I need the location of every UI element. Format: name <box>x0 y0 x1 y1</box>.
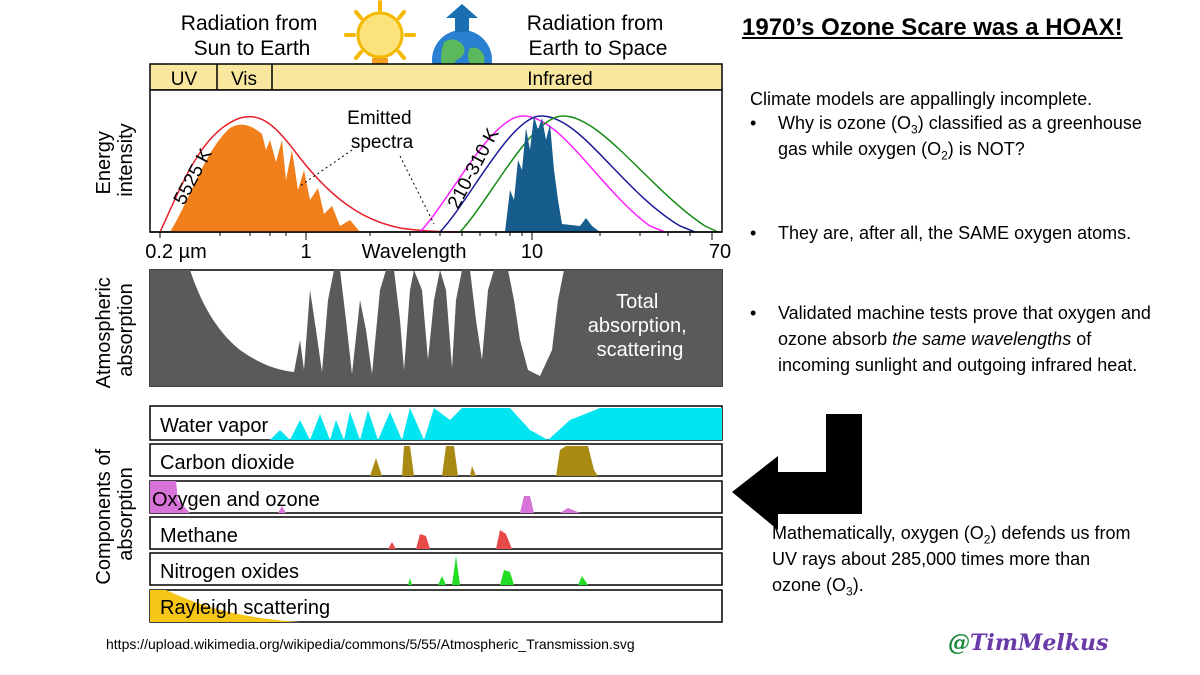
bullet-text: Why is ozone (O3) classified as a greenh… <box>778 113 1142 163</box>
band-infrared-label: Infrared <box>527 69 592 90</box>
atmospheric-absorption-panel: Total absorption, scattering Atmospheric… <box>93 269 723 389</box>
emitted-spectra-label: Emitted spectra <box>347 108 417 153</box>
tick-label-2: Wavelength <box>362 241 467 263</box>
component-label-1: Carbon dioxide <box>160 452 295 474</box>
black-elbow-arrow-icon <box>732 414 862 530</box>
total-absorption-label: Total absorption, scattering <box>588 291 693 361</box>
author-handle: @TimMelkus <box>948 630 1109 656</box>
earth-curve-navy <box>439 115 696 233</box>
header-left-line2: Sun to Earth <box>194 37 311 60</box>
wavelength-axis: 0.2 µm 1 Wavelength 10 70 <box>145 231 731 263</box>
components-axis-line1: Components of <box>93 449 115 585</box>
source-url: https://upload.wikimedia.org/wikipedia/c… <box>106 636 635 652</box>
bullet-text: Validated machine tests prove that oxyge… <box>778 303 1151 375</box>
tick-label-3: 10 <box>521 241 543 263</box>
sun-emitted-spectrum <box>170 124 360 232</box>
sun-icon <box>344 0 416 60</box>
component-methane: Methane <box>149 516 723 550</box>
component-label-2: Oxygen and ozone <box>152 489 320 511</box>
up-arrow-icon <box>446 4 478 32</box>
math-note: Mathematically, oxygen (O2) defends us f… <box>772 523 1131 599</box>
earth-curve-magenta <box>419 115 666 233</box>
band-uv-label: UV <box>171 69 198 90</box>
tick-label-0: 0.2 µm <box>145 241 207 263</box>
component-nitrogen-oxides: Nitrogen oxides <box>149 552 723 586</box>
component-label-4: Nitrogen oxides <box>160 561 299 583</box>
absorption-axis-label: Atmospheric absorption <box>93 272 137 389</box>
header-earth-to-space: Radiation from Earth to Space <box>527 12 669 60</box>
headline: 1970’s Ozone Scare was a HOAX! <box>742 14 1123 41</box>
component-oxygen-ozone: Oxygen and ozone <box>149 480 723 514</box>
header-right-line1: Radiation from <box>527 12 664 35</box>
absorption-axis-line2: absorption <box>115 283 137 376</box>
component-water-vapor: Water vapor <box>149 405 723 441</box>
header-sun-to-earth: Radiation from Sun to Earth <box>181 12 323 60</box>
energy-axis-label: Energy intensity <box>93 123 137 196</box>
component-rayleigh-scattering: Rayleigh scattering <box>149 589 723 623</box>
tick-label-4: 70 <box>709 241 731 263</box>
energy-axis-line2: intensity <box>115 123 137 196</box>
header-right-line2: Earth to Space <box>529 37 668 60</box>
earth-curve-green <box>459 115 719 233</box>
emitted-line2: spectra <box>351 132 414 153</box>
component-label-3: Methane <box>160 525 238 547</box>
band-vis-label: Vis <box>231 69 257 90</box>
absorption-axis-line1: Atmospheric <box>93 277 115 388</box>
intro-text: Climate models are appallingly incomplet… <box>750 89 1093 109</box>
components-axis-label: Components of absorption <box>93 443 137 584</box>
bullet-text: They are, after all, the SAME oxygen ato… <box>778 223 1132 243</box>
total-line1: Total <box>616 291 658 313</box>
bullet-dot: • <box>750 113 757 133</box>
energy-axis-line1: Energy <box>93 131 115 194</box>
atmospheric-transmission-figure: Radiation from Sun to Earth Radiation fr… <box>93 0 731 623</box>
components-axis-line2: absorption <box>115 467 137 560</box>
emitted-line1: Emitted <box>347 108 411 129</box>
total-absorption-area <box>150 270 722 386</box>
total-line2: absorption, <box>588 315 687 337</box>
absorption-components: Water vapor Carbon dioxide Oxygen and oz… <box>93 405 723 623</box>
earth-emitted-spectrum <box>505 116 600 232</box>
sun-blackbody-curve <box>159 116 461 233</box>
component-carbon-dioxide: Carbon dioxide <box>149 443 723 477</box>
tick-label-1: 1 <box>300 241 311 263</box>
component-label-5: Rayleigh scattering <box>160 597 330 619</box>
component-label-0: Water vapor <box>160 415 269 437</box>
total-line3: scattering <box>597 339 684 361</box>
header-left-line1: Radiation from <box>181 12 318 35</box>
bullet-dot: • <box>750 303 757 323</box>
bullet-dot: • <box>750 223 757 243</box>
energy-intensity-panel: 5525 K 210-310 K Emitted spectra Energy … <box>93 89 723 233</box>
spectrum-band-bar: UV Vis Infrared <box>149 63 723 91</box>
